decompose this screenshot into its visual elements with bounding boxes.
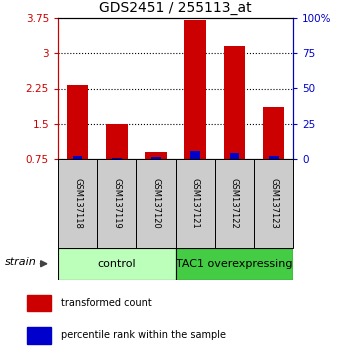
- Bar: [27, 295, 51, 312]
- Bar: [229, 153, 239, 159]
- Text: GSM137118: GSM137118: [73, 178, 82, 229]
- Bar: [263, 107, 284, 159]
- Bar: [184, 20, 206, 159]
- Bar: [190, 151, 200, 159]
- Text: GSM137121: GSM137121: [191, 178, 200, 229]
- Text: GSM137120: GSM137120: [151, 178, 161, 229]
- Bar: [73, 155, 83, 159]
- Text: strain: strain: [5, 257, 36, 267]
- Bar: [224, 46, 245, 159]
- Text: GSM137119: GSM137119: [112, 178, 121, 229]
- Bar: [176, 159, 215, 248]
- Text: control: control: [98, 259, 136, 269]
- Bar: [176, 248, 293, 280]
- Bar: [58, 248, 176, 280]
- Bar: [136, 159, 176, 248]
- Bar: [106, 124, 128, 159]
- Bar: [215, 159, 254, 248]
- Text: TAC1 overexpressing: TAC1 overexpressing: [176, 259, 293, 269]
- Bar: [58, 159, 97, 248]
- Title: GDS2451 / 255113_at: GDS2451 / 255113_at: [99, 1, 252, 15]
- Bar: [97, 159, 136, 248]
- Bar: [112, 158, 122, 159]
- Text: transformed count: transformed count: [61, 298, 152, 308]
- Text: GSM137122: GSM137122: [230, 178, 239, 229]
- Text: percentile rank within the sample: percentile rank within the sample: [61, 330, 226, 340]
- Bar: [67, 85, 88, 159]
- Bar: [145, 152, 167, 159]
- Bar: [151, 158, 161, 159]
- Bar: [269, 155, 279, 159]
- Text: GSM137123: GSM137123: [269, 178, 278, 229]
- Bar: [27, 327, 51, 344]
- Bar: [254, 159, 293, 248]
